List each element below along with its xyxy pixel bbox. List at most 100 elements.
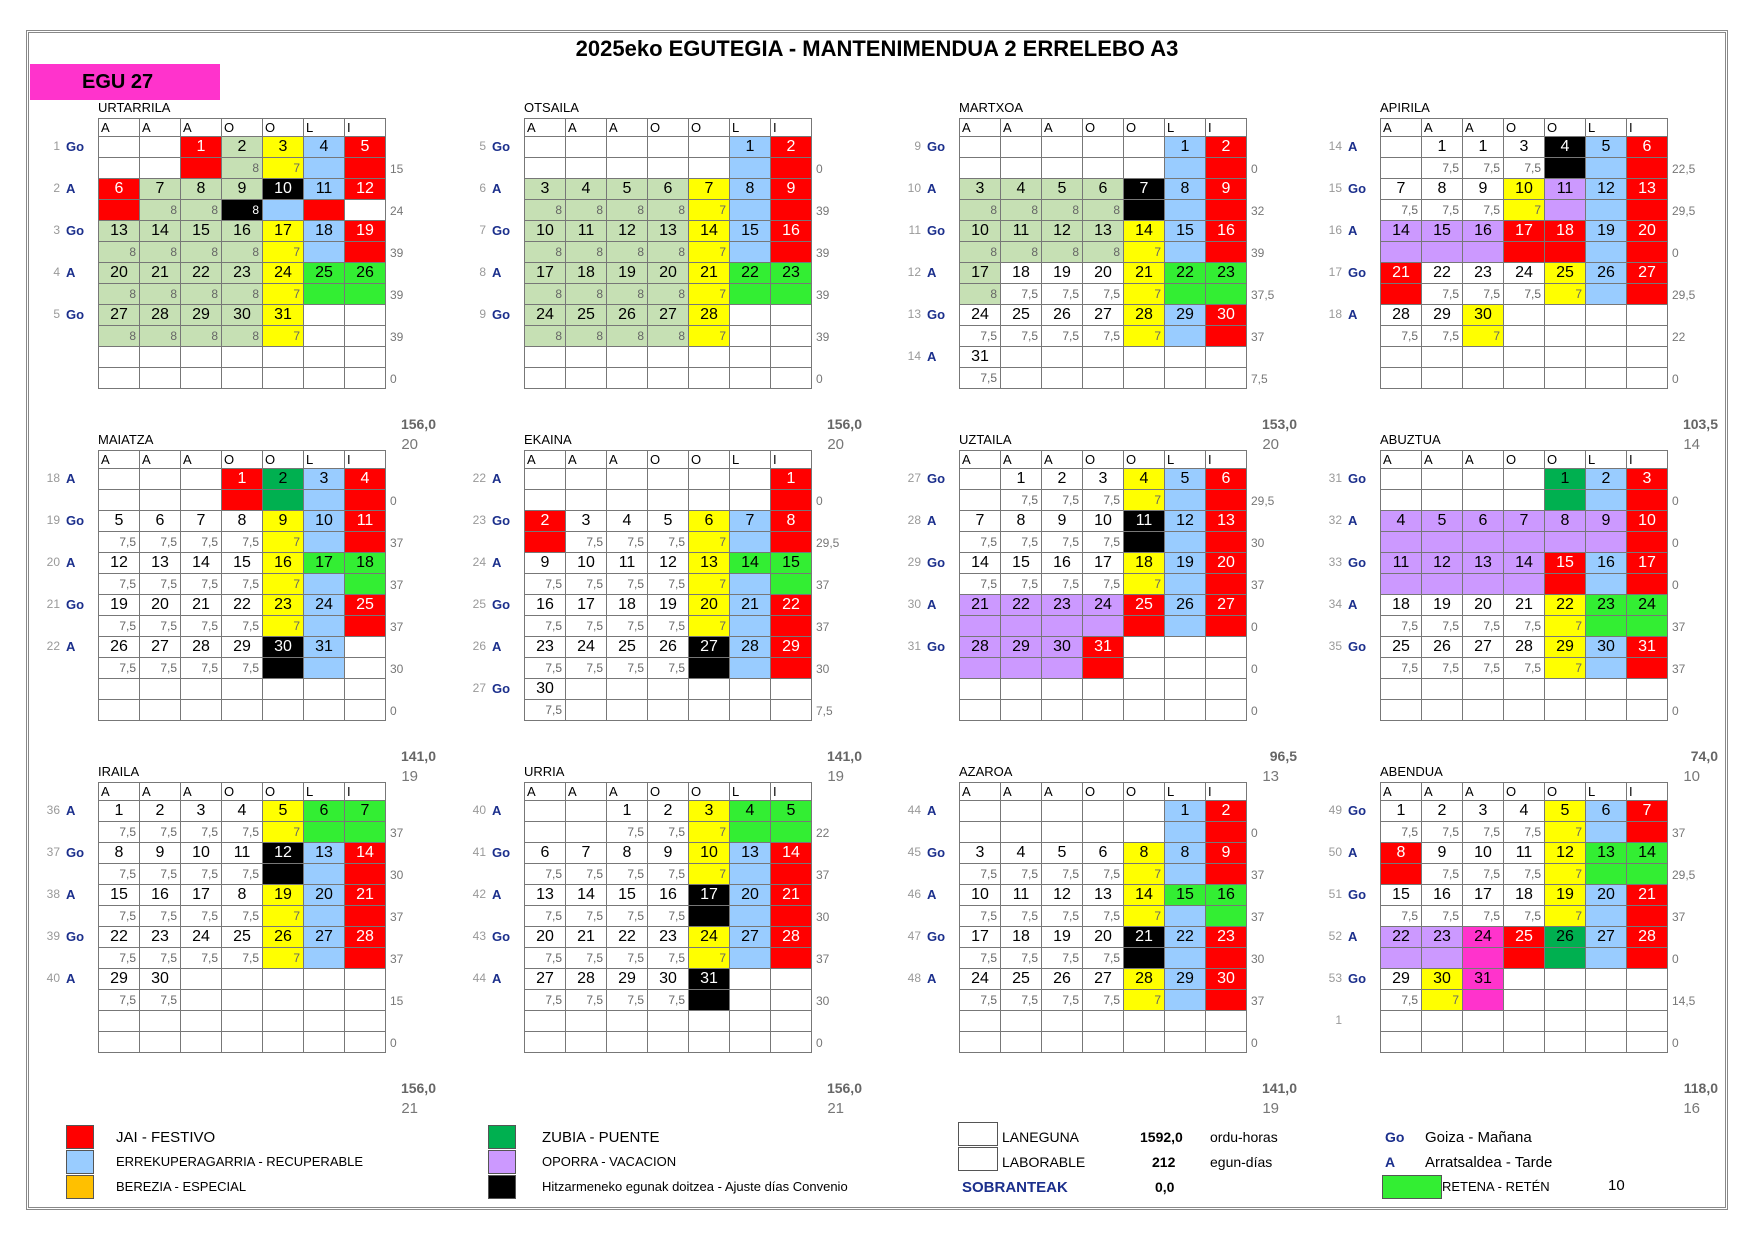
day-hours-cell: [1503, 531, 1545, 553]
day-hours-cell: [1380, 573, 1422, 595]
legend-ajuste-label: Hitzarmeneko egunak doitzea - Ajuste día…: [542, 1179, 848, 1194]
day-cell: 14: [565, 884, 607, 906]
day-hours-cell: 7,5: [524, 573, 566, 595]
day-cell: 2: [221, 136, 263, 158]
week-number: 12: [907, 265, 921, 279]
day-hours-cell: 8: [221, 283, 263, 305]
day-hours-cell: 7,5: [565, 905, 607, 927]
day-cell: 12: [344, 178, 386, 200]
week-total-hours: 37,5: [1251, 288, 1275, 302]
day-hours-cell: 7,5: [139, 615, 181, 637]
day-cell: 27: [729, 926, 771, 948]
day-hours-cell: 7,5: [180, 573, 222, 595]
day-hours-cell: [1544, 325, 1586, 347]
day-cell: 31: [262, 304, 304, 326]
month-total-hours: 103,5: [1682, 416, 1718, 432]
day-hours-cell: [1585, 699, 1627, 721]
day-cell: 13: [1082, 220, 1124, 242]
week-total-hours: 0: [390, 372, 397, 386]
reten-value: 10: [1608, 1177, 1625, 1194]
day-cell: 21: [959, 594, 1001, 616]
legend-festivo-swatch: [66, 1125, 94, 1149]
day-cell: [262, 1010, 304, 1032]
day-cell: [1123, 1010, 1165, 1032]
day-hours-cell: 8: [647, 241, 689, 263]
day-hours-cell: [1626, 821, 1668, 843]
day-cell: 14: [729, 552, 771, 574]
day-hours-cell: 7,5: [606, 947, 648, 969]
weekday-header: O: [262, 450, 304, 469]
day-hours-cell: [1626, 241, 1668, 263]
day-cell: 26: [1421, 636, 1463, 658]
weekday-header: I: [1626, 118, 1668, 137]
day-cell: [139, 468, 181, 490]
day-hours-cell: [262, 657, 304, 679]
day-cell: 4: [1000, 178, 1042, 200]
day-hours-cell: 7: [262, 325, 304, 347]
day-cell: 21: [729, 594, 771, 616]
day-cell: 30: [524, 678, 566, 700]
day-cell: 2: [1205, 800, 1247, 822]
day-hours-cell: 7: [1123, 325, 1165, 347]
day-hours-cell: 8: [606, 199, 648, 221]
day-hours-cell: [344, 657, 386, 679]
day-hours-cell: [1164, 367, 1206, 389]
day-hours-cell: 7,5: [1000, 905, 1042, 927]
day-hours-cell: 7,5: [139, 821, 181, 843]
day-cell: 27: [1585, 926, 1627, 948]
month-table: A A A O O L I 1 2 3 4 5 8 7 6 7 8 9 10 11 12 8 8 8 13 14 15 16 17 18 1…: [98, 118, 386, 389]
day-cell: 10: [959, 220, 1001, 242]
day-cell: [688, 346, 730, 368]
day-hours-cell: 8: [98, 283, 140, 305]
day-hours-cell: [959, 699, 1001, 721]
day-hours-cell: [1205, 863, 1247, 885]
day-cell: 7: [344, 800, 386, 822]
day-cell: 21: [1626, 884, 1668, 906]
day-cell: [1585, 968, 1627, 990]
day-hours-cell: 7,5: [1041, 989, 1083, 1011]
day-hours-cell: 7,5: [959, 573, 1001, 595]
day-hours-cell: 7,5: [647, 905, 689, 927]
day-hours-cell: [524, 531, 566, 553]
day-cell: 22: [1421, 262, 1463, 284]
weekday-header: O: [1082, 782, 1124, 801]
day-hours-cell: 7: [1123, 905, 1165, 927]
day-cell: 28: [139, 304, 181, 326]
day-cell: 18: [1544, 220, 1586, 242]
week-number: 45: [907, 845, 921, 859]
day-cell: [565, 800, 607, 822]
month-total-hours: 153,0: [1261, 416, 1297, 432]
day-hours-cell: 7,5: [1503, 283, 1545, 305]
shift-code: A: [492, 181, 502, 196]
week-number: 16: [1328, 223, 1342, 237]
week-total-hours: 39: [816, 246, 830, 260]
day-hours-cell: [1544, 573, 1586, 595]
shift-code: A: [66, 181, 76, 196]
day-hours-cell: [1585, 1031, 1627, 1053]
day-hours-cell: 7,5: [221, 657, 263, 679]
day-cell: 17: [262, 220, 304, 242]
day-cell: 23: [139, 926, 181, 948]
week-total-hours: 0: [1251, 704, 1258, 718]
day-hours-cell: 7,5: [1082, 283, 1124, 305]
day-hours-cell: [1041, 699, 1083, 721]
day-hours-cell: 7,5: [1041, 283, 1083, 305]
day-hours-cell: 7,5: [139, 863, 181, 885]
day-cell: 28: [770, 926, 812, 948]
day-hours-cell: [1503, 573, 1545, 595]
week-total-hours: 30: [816, 910, 830, 924]
day-hours-cell: [221, 489, 263, 511]
day-cell: 26: [647, 636, 689, 658]
shift-code: Go: [66, 929, 85, 944]
legend-festivo-label: JAI - FESTIVO: [116, 1129, 216, 1146]
day-hours-cell: [1626, 573, 1668, 595]
day-hours-cell: 7,5: [1421, 615, 1463, 637]
day-hours-cell: [1380, 947, 1422, 969]
day-hours-cell: 7: [1503, 199, 1545, 221]
day-hours-cell: 8: [180, 199, 222, 221]
shift-code: A: [927, 803, 937, 818]
day-hours-cell: [303, 325, 345, 347]
day-hours-cell: [729, 531, 771, 553]
day-hours-cell: 7,5: [524, 863, 566, 885]
day-cell: 10: [959, 884, 1001, 906]
